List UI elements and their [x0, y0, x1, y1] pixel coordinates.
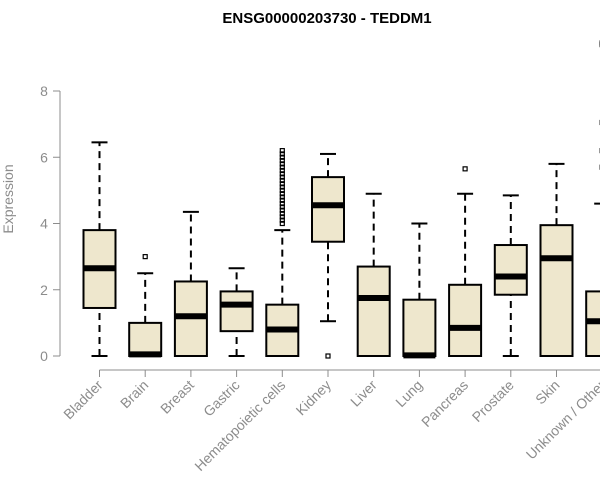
- box-0: [82, 141, 117, 357]
- x-tick-label: Liver: [347, 377, 380, 410]
- x-tick-label: Kidney: [293, 377, 335, 419]
- outlier-point: [142, 254, 148, 260]
- x-tick-label: Hematopoietic cells: [191, 377, 288, 474]
- box-iqr: [219, 290, 254, 333]
- outlier-point: [279, 154, 285, 160]
- x-tick-label: Bladder: [60, 377, 106, 423]
- box-8: [448, 166, 483, 357]
- box-5: [311, 152, 345, 359]
- x-tick-label: Skin: [532, 377, 563, 408]
- box-1: [128, 254, 163, 358]
- box-iqr: [402, 298, 437, 357]
- y-axis: 0 2 4 6 8: [40, 83, 61, 364]
- x-tick-label: Pancreas: [418, 377, 471, 430]
- y-axis-label: Expression: [0, 164, 16, 233]
- outlier-point: [279, 148, 285, 154]
- outlier-point: [325, 353, 331, 359]
- x-tick-label: Lung: [392, 377, 425, 410]
- outlier-point: [279, 187, 285, 193]
- outlier-point: [279, 204, 285, 210]
- box-iqr: [356, 265, 391, 357]
- outlier-point: [279, 174, 285, 180]
- y-tick-label: 8: [40, 83, 48, 99]
- box-10: [539, 162, 574, 357]
- outlier-point: [279, 220, 285, 227]
- outlier-point: [462, 166, 468, 172]
- y-tick-label: 6: [40, 149, 48, 165]
- chart-title: ENSG00000203730 - TEDDM1: [222, 10, 431, 27]
- box-9: [493, 194, 528, 357]
- outlier-point: [279, 181, 285, 187]
- outlier-point: [279, 194, 285, 200]
- y-tick-label: 4: [40, 216, 48, 232]
- outlier-point: [279, 201, 285, 207]
- box-iqr: [539, 224, 574, 357]
- x-tick-label: Breast: [157, 377, 197, 417]
- outlier-point: [279, 167, 285, 174]
- outlier-point: [279, 197, 285, 203]
- box-6: [356, 192, 391, 357]
- y-tick-label: 2: [40, 282, 48, 298]
- x-tick-label: Unknown / Other: [523, 377, 600, 463]
- box-4: [265, 148, 300, 357]
- y-tick-label: 0: [40, 348, 48, 364]
- x-tick-label: Prostate: [469, 377, 517, 425]
- outlier-point: [279, 207, 285, 213]
- outlier-point: [279, 191, 285, 197]
- outlier-point: [279, 177, 285, 184]
- outlier-point: [279, 184, 285, 190]
- x-tick-label: Brain: [117, 377, 151, 411]
- x-tick-label: Gastric: [200, 377, 243, 420]
- outlier-point: [279, 171, 285, 177]
- outlier-point: [279, 164, 285, 170]
- box-7: [402, 222, 437, 359]
- box-2: [173, 210, 208, 357]
- box-iqr: [128, 321, 163, 357]
- box-3: [219, 267, 254, 357]
- outlier-point: [279, 157, 285, 164]
- outlier-point: [279, 214, 285, 220]
- box-11: [585, 40, 600, 357]
- outlier-point: [279, 151, 285, 157]
- boxes-group: [82, 40, 600, 359]
- outlier-point: [279, 210, 285, 217]
- box-iqr: [448, 283, 483, 357]
- outlier-point: [279, 161, 285, 167]
- box-iqr: [311, 176, 345, 243]
- outlier-point: [279, 217, 285, 223]
- box-iqr: [493, 244, 528, 296]
